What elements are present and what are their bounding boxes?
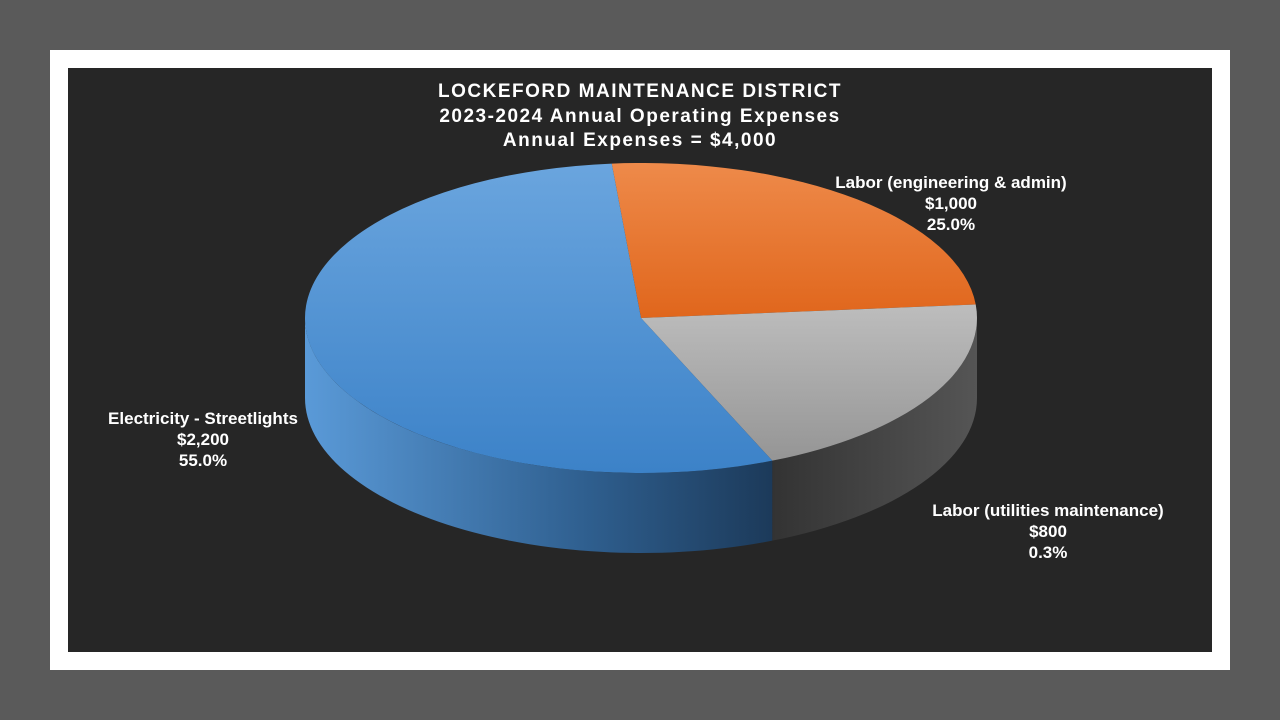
slice-label-electricity-value: $2,200 — [177, 430, 229, 449]
slice-top-electricity — [305, 163, 773, 473]
slice-label-electricity-name: Electricity - Streetlights — [108, 409, 298, 428]
chart-subtitle-1: 2023-2024 Annual Operating Expenses — [439, 106, 840, 127]
pie-tops — [305, 163, 977, 473]
slice-label-electricity-percent: 55.0% — [179, 451, 227, 470]
slice-label-utilities-percent: 0.3% — [1029, 543, 1068, 562]
chart-area: LOCKEFORD MAINTENANCE DISTRICT 2023-2024… — [68, 68, 1212, 652]
chart-subtitle-2: Annual Expenses = $4,000 — [503, 130, 777, 151]
chart-title: LOCKEFORD MAINTENANCE DISTRICT — [438, 81, 842, 102]
slice-label-engineering-value: $1,000 — [925, 194, 977, 213]
slice-side-electricity — [305, 318, 773, 553]
slice-top-engineering — [611, 163, 976, 318]
slice-side-utilities — [772, 318, 977, 541]
pie-sides — [305, 318, 977, 553]
slice-label-engineering-name: Labor (engineering & admin) — [835, 173, 1066, 192]
slice-top-utilities — [641, 304, 977, 461]
slice-labels: Labor (engineering & admin) $1,000 25.0%… — [108, 173, 1164, 562]
pie-chart: LOCKEFORD MAINTENANCE DISTRICT 2023-2024… — [108, 81, 1164, 562]
slice-label-engineering-percent: 25.0% — [927, 215, 975, 234]
chart-titles: LOCKEFORD MAINTENANCE DISTRICT 2023-2024… — [438, 81, 842, 151]
chart-frame: LOCKEFORD MAINTENANCE DISTRICT 2023-2024… — [50, 50, 1230, 670]
slice-label-utilities-name: Labor (utilities maintenance) — [932, 501, 1163, 520]
slice-label-utilities-value: $800 — [1029, 522, 1067, 541]
